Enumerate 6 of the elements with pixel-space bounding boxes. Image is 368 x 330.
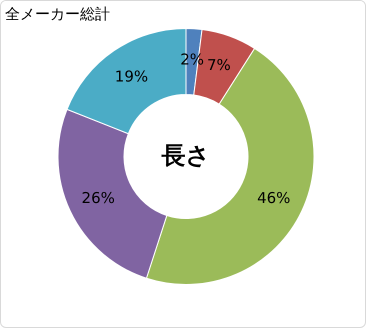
chart-title: 全メーカー総計 xyxy=(5,5,110,23)
data-label: 26% xyxy=(82,188,115,207)
data-label: 46% xyxy=(257,188,290,207)
data-label: 19% xyxy=(114,67,148,86)
data-label: 7% xyxy=(206,56,231,74)
text: 長さ xyxy=(160,142,210,170)
